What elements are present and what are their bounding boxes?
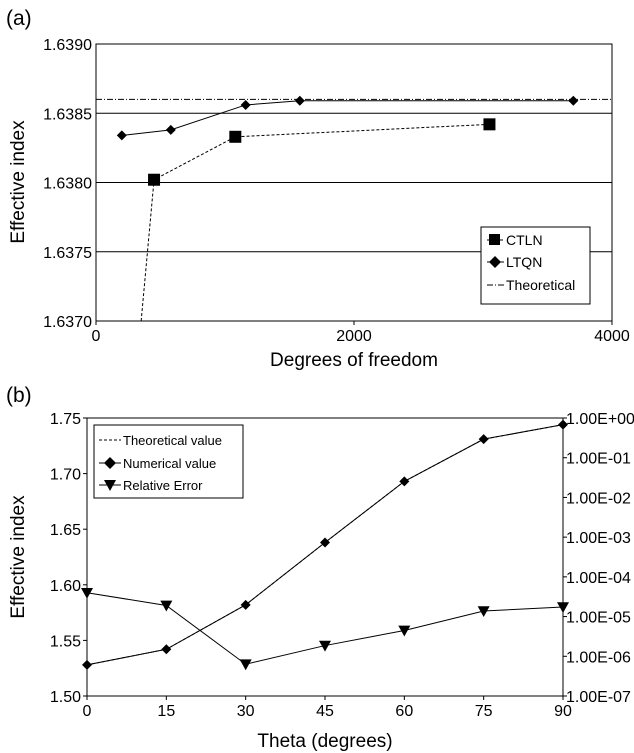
legend-theoretical-value-label: Theoretical value xyxy=(123,433,222,448)
panel-b-y-tick-label: 1.75 xyxy=(50,411,81,428)
ctln-point xyxy=(229,130,242,143)
ltqn-point xyxy=(165,124,176,135)
panel-a-x-axis-label: Degrees of freedom xyxy=(270,350,438,371)
legend-ltqn-label: LTQN xyxy=(506,254,542,270)
panel-b-label: (b) xyxy=(6,384,32,407)
panel-a-x-tick-label: 0 xyxy=(92,328,101,345)
numerical-value-point xyxy=(161,644,172,655)
panel-b-x-tick-label: 60 xyxy=(395,703,413,720)
ctln-line xyxy=(140,123,490,322)
numerical-value-point xyxy=(478,434,489,445)
panel-b-x-tick-label: 30 xyxy=(237,703,255,720)
panel-a-legend: CTLN LTQN Theoretical xyxy=(480,226,591,305)
panel-b-right-y-tick-label: 1.00E-02 xyxy=(566,490,631,507)
panel-a-x-tick-label: 2000 xyxy=(336,328,372,345)
ctln-point xyxy=(483,118,496,131)
ltqn-point xyxy=(240,99,251,110)
legend-theoretical-label: Theoretical xyxy=(506,277,575,293)
relative-error-point xyxy=(239,659,252,671)
panel-b-y-axis-label: Effective index xyxy=(8,495,29,619)
numerical-value-point xyxy=(240,599,251,610)
panel-a: (a) 1.6370 1.6375 1.6380 1.6385 1.6390 0 2000… xyxy=(6,7,630,371)
panel-a-y-tick-label: 1.6370 xyxy=(43,314,92,331)
panel-b-x-axis-label: Theta (degrees) xyxy=(257,731,392,752)
ltqn-line xyxy=(121,100,574,136)
numerical-value-point xyxy=(558,419,568,430)
legend-ltqn-diamond-marker xyxy=(489,256,501,268)
panel-b-x-tick-label: 0 xyxy=(83,703,92,720)
legend-numerical-value-label: Numerical value xyxy=(123,456,216,471)
relative-error-point xyxy=(557,602,569,614)
relative-error-point xyxy=(160,600,173,612)
ltqn-point xyxy=(294,95,305,106)
legend-relative-error-triangle-marker xyxy=(104,480,116,491)
numerical-value-point xyxy=(399,476,410,487)
ltqn-point xyxy=(568,95,579,106)
relative-error-point xyxy=(81,587,93,599)
panel-a-x-tick-label: 4000 xyxy=(594,328,630,345)
panel-b-x-tick-label: 75 xyxy=(475,703,493,720)
panel-b-legend-box xyxy=(93,424,244,499)
numerical-value-point xyxy=(82,659,92,670)
panel-a-y-axis-label: Effective index xyxy=(8,120,29,244)
relative-error-point xyxy=(398,625,411,637)
panel-b-right-y-tick-label: 1.00E-04 xyxy=(566,570,631,587)
panel-b-y-tick-label: 1.70 xyxy=(50,467,81,484)
panel-a-y-tick-label: 1.6375 xyxy=(43,245,92,262)
panel-b-right-y-tick-label: 1.00E-03 xyxy=(566,530,631,547)
ltqn-point xyxy=(116,130,127,141)
panel-b-right-y-tick-label: 1.00E-07 xyxy=(566,689,631,706)
ctln-point xyxy=(148,173,161,186)
panel-b-legend: Theoretical value Numerical value Relati… xyxy=(93,424,244,499)
panel-b-y-tick-label: 1.60 xyxy=(50,578,81,595)
panel-b-right-y-tick-label: 1.00E-05 xyxy=(566,610,631,627)
panel-b-right-y-tick-label: 1.00E+00 xyxy=(566,411,634,428)
relative-error-point xyxy=(319,640,331,652)
panel-a-y-tick-label: 1.6380 xyxy=(43,176,92,193)
relative-error-point xyxy=(477,606,490,618)
panel-a-y-tick-label: 1.6385 xyxy=(43,106,92,123)
panel-b: (b) 1.50 1.55 1.60 1.65 1.70 1.75 1.00E-07 1.0… xyxy=(6,384,634,752)
panel-b-right-y-tick-label: 1.00E-06 xyxy=(566,649,631,666)
panel-b-x-tick-label: 45 xyxy=(316,703,334,720)
panel-a-legend-box xyxy=(480,226,591,305)
legend-ctln-square-marker xyxy=(489,234,500,245)
relative-error-line xyxy=(86,592,564,665)
panel-a-label: (a) xyxy=(6,7,32,30)
legend-numerical-value-diamond-marker xyxy=(104,457,116,469)
panel-b-y-tick-label: 1.50 xyxy=(50,689,81,706)
panel-b-y-tick-label: 1.65 xyxy=(50,522,81,539)
panel-b-x-tick-label: 15 xyxy=(157,703,175,720)
legend-relative-error-label: Relative Error xyxy=(123,478,203,493)
legend-ctln-label: CTLN xyxy=(506,232,543,248)
numerical-value-point xyxy=(320,537,330,548)
panel-a-y-tick-label: 1.6390 xyxy=(43,37,92,54)
panel-b-right-y-tick-label: 1.00E-01 xyxy=(566,451,631,468)
panel-b-y-tick-label: 1.55 xyxy=(50,633,81,650)
panel-b-x-tick-label: 90 xyxy=(554,703,572,720)
